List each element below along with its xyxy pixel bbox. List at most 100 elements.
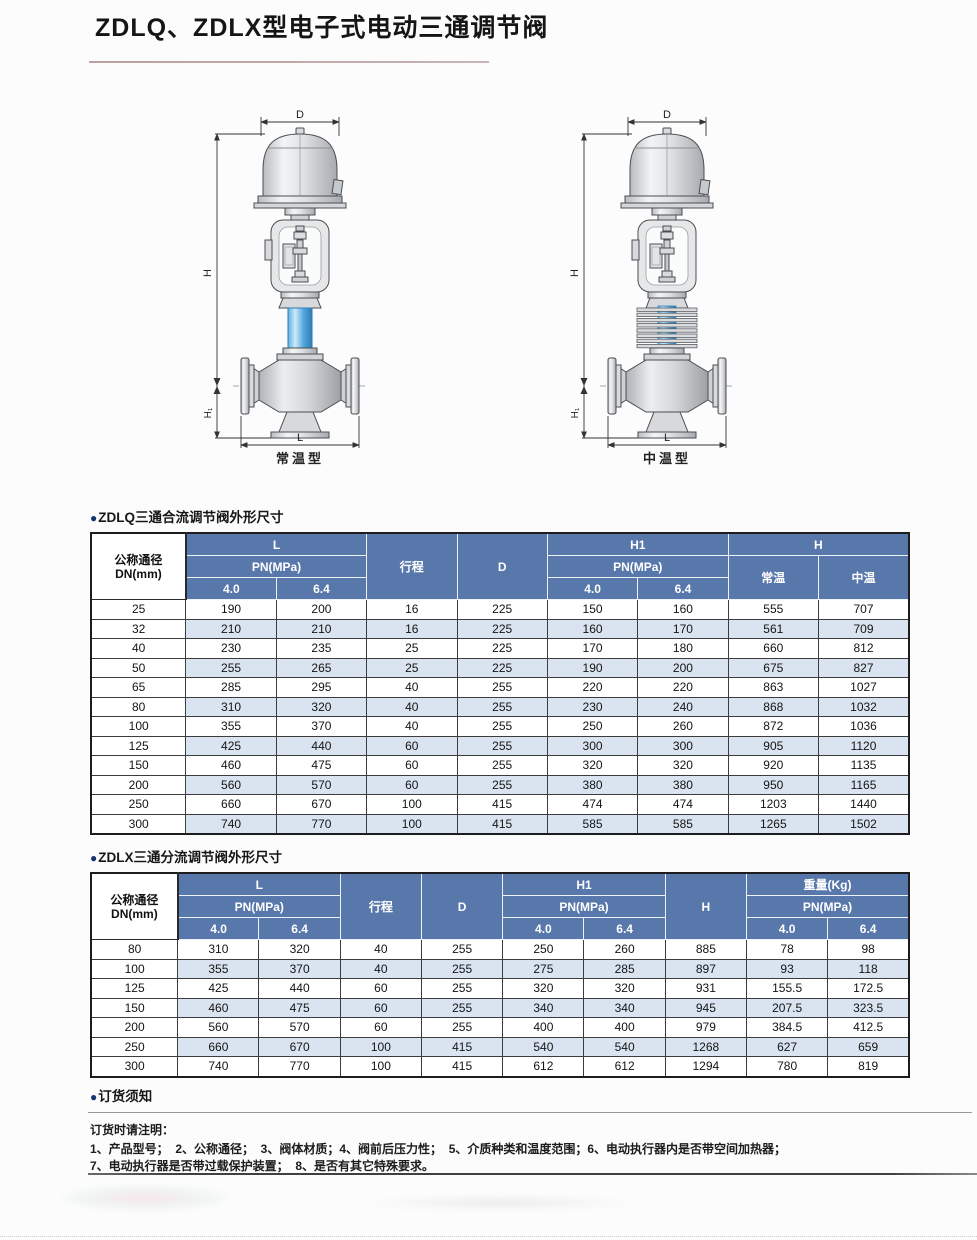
header-row-2: PN(MPa) PN(MPa) PN(MPa) bbox=[91, 895, 910, 918]
value-cell: 25 bbox=[366, 657, 458, 678]
title-divider bbox=[89, 61, 489, 63]
dim-label-h: H bbox=[569, 269, 581, 277]
table-row: 65 285 295 40 255 220 220 863 1027 bbox=[90, 677, 910, 698]
value-cell: 1027 bbox=[818, 677, 910, 698]
header-row-3: 4.0 6.4 4.0 6.4 4.0 6.4 bbox=[91, 917, 910, 940]
value-cell: 660 bbox=[185, 794, 277, 815]
dn-cell: 80 bbox=[90, 939, 179, 960]
scan-smudge bbox=[360, 1195, 640, 1211]
value-cell: 931 bbox=[664, 978, 747, 999]
actuator-and-yoke bbox=[620, 127, 714, 309]
value-cell: 225 bbox=[456, 618, 548, 639]
value-cell: 25 bbox=[366, 638, 458, 659]
value-cell: 310 bbox=[177, 939, 260, 960]
table-row: 100 355 370 40 255 250 260 872 1036 bbox=[90, 716, 910, 737]
header-h: H bbox=[727, 532, 910, 556]
header-h1: H1 bbox=[502, 872, 666, 896]
table-row: 32 210 210 16 225 160 170 561 709 bbox=[90, 618, 910, 639]
value-cell: 415 bbox=[456, 794, 548, 815]
value-cell: 1440 bbox=[818, 794, 910, 815]
value-cell: 320 bbox=[258, 939, 341, 960]
note-line-2: 7、电动执行器是否带过载保护装置； 8、是否有其它特殊要求。 bbox=[90, 1159, 435, 1173]
value-cell: 60 bbox=[339, 978, 422, 999]
dn-cell: 200 bbox=[90, 774, 187, 795]
section-title-zdlq: ●ZDLQ三通合流调节阀外形尺寸 bbox=[90, 506, 284, 526]
header-h1: H1 bbox=[546, 532, 729, 556]
value-cell: 1135 bbox=[818, 755, 910, 776]
value-cell: 255 bbox=[456, 755, 548, 776]
value-cell: 250 bbox=[546, 716, 639, 737]
caption-normal-temp: 常温型 bbox=[275, 451, 324, 466]
value-cell: 40 bbox=[366, 677, 458, 698]
header-stroke: 行程 bbox=[339, 872, 422, 940]
value-cell: 780 bbox=[745, 1056, 829, 1077]
header-weight: 重量(Kg) bbox=[745, 872, 910, 896]
value-cell: 740 bbox=[185, 813, 277, 835]
header-normal-temp: 常温 bbox=[727, 555, 820, 600]
bullet-icon: ● bbox=[90, 1090, 98, 1104]
value-cell: 709 bbox=[818, 618, 910, 639]
table-row: 25 190 200 16 225 150 160 555 707 bbox=[90, 599, 910, 620]
value-cell: 612 bbox=[502, 1056, 585, 1077]
dn-cell: 250 bbox=[90, 794, 187, 815]
value-cell: 400 bbox=[583, 1017, 666, 1038]
value-cell: 255 bbox=[456, 735, 548, 756]
table-row: 50 255 265 25 225 190 200 675 827 bbox=[90, 657, 910, 678]
table-row: 250 660 670 100 415 474 474 1203 1440 bbox=[90, 794, 910, 815]
value-cell: 320 bbox=[546, 755, 639, 776]
value-cell: 979 bbox=[664, 1017, 747, 1038]
dn-cell: 300 bbox=[90, 813, 187, 835]
value-cell: 98 bbox=[827, 939, 910, 960]
value-cell: 425 bbox=[177, 978, 260, 999]
dn-cell: 125 bbox=[90, 735, 187, 756]
value-cell: 320 bbox=[637, 755, 729, 776]
header-pn64: 6.4 bbox=[258, 917, 341, 940]
value-cell: 863 bbox=[727, 677, 820, 698]
table-row: 150 460 475 60 255 340 340 945 207.5 323.5 bbox=[90, 997, 910, 1018]
value-cell: 207.5 bbox=[745, 997, 829, 1018]
header-l: L bbox=[185, 532, 368, 556]
dn-cell: 40 bbox=[90, 638, 187, 659]
value-cell: 670 bbox=[258, 1036, 341, 1057]
actuator-and-yoke bbox=[253, 127, 347, 309]
dim-label-h1: H₁ bbox=[203, 407, 214, 418]
note-line-1: 1、产品型号； 2、公称通径； 3、阀体材质；4、阀前后压力性； 5、介质种类和… bbox=[90, 1142, 787, 1156]
dn-cell: 100 bbox=[90, 716, 187, 737]
header-dn-line1: 公称通径 bbox=[114, 552, 163, 567]
value-cell: 555 bbox=[727, 599, 820, 620]
note-intro: 订货时请注明： bbox=[90, 1123, 175, 1137]
header-h: H bbox=[664, 872, 747, 940]
value-cell: 16 bbox=[366, 599, 458, 620]
value-cell: 1294 bbox=[664, 1056, 747, 1077]
table-row: 250 660 670 100 415 540 540 1268 627 659 bbox=[90, 1036, 910, 1057]
section-title-text: ZDLX三通分流调节阀外形尺寸 bbox=[98, 850, 282, 865]
value-cell: 255 bbox=[420, 1017, 504, 1038]
dn-cell: 300 bbox=[90, 1056, 179, 1077]
section-title-text: ZDLQ三通合流调节阀外形尺寸 bbox=[98, 510, 284, 525]
dn-cell: 65 bbox=[90, 677, 187, 698]
value-cell: 340 bbox=[502, 997, 585, 1018]
value-cell: 255 bbox=[456, 716, 548, 737]
valve-body bbox=[240, 347, 360, 439]
header-pn40: 4.0 bbox=[177, 917, 260, 940]
value-cell: 612 bbox=[583, 1056, 666, 1077]
value-cell: 585 bbox=[637, 813, 729, 835]
value-cell: 40 bbox=[366, 696, 458, 717]
table-row: 80 310 320 40 255 230 240 868 1032 bbox=[90, 696, 910, 717]
value-cell: 370 bbox=[275, 716, 368, 737]
value-cell: 570 bbox=[275, 774, 368, 795]
value-cell: 812 bbox=[818, 638, 910, 659]
header-dn-line2: DN(mm) bbox=[111, 906, 158, 921]
page-edge-dots bbox=[0, 1236, 977, 1237]
value-cell: 475 bbox=[275, 755, 368, 776]
value-cell: 100 bbox=[366, 794, 458, 815]
value-cell: 1032 bbox=[818, 696, 910, 717]
value-cell: 540 bbox=[583, 1036, 666, 1057]
value-cell: 827 bbox=[818, 657, 910, 678]
value-cell: 60 bbox=[339, 1017, 422, 1038]
header-row-2: PN(MPa) PN(MPa) 常温 中温 bbox=[91, 555, 910, 600]
zdlx-table-body: 80 310 320 40 255 250 260 885 78 98 100 355 370 40 255… bbox=[90, 939, 910, 1077]
value-cell: 320 bbox=[583, 978, 666, 999]
value-cell: 200 bbox=[637, 657, 729, 678]
value-cell: 1165 bbox=[818, 774, 910, 795]
